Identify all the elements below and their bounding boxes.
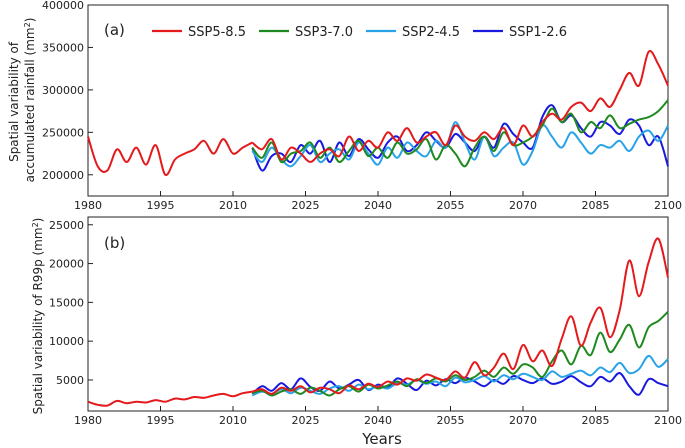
series-line-ssp5-8-5-panel-a (251, 50, 669, 163)
y-tick-label: 25000 (49, 219, 84, 232)
panel-a-ylabel-line2-suffix: ) (23, 18, 37, 23)
legend-label-ssp1-2-6: SSP1-2.6 (509, 25, 567, 40)
y-tick-label: 15000 (49, 296, 84, 309)
panel-a-ylabel: Spatial variability of accumulated rainf… (7, 18, 37, 183)
y-tick-label: 10000 (49, 335, 84, 348)
panel-a-ylabel-sup: 2 (23, 22, 32, 27)
y-tick-label: 5000 (56, 374, 84, 387)
series-line-ssp3-7-0-panel-b (252, 310, 669, 397)
panel-b-ylabel-suffix: ) (31, 218, 45, 223)
panel-a: 200000 250000 300000 350000 400000 1980 1995 2… (7, 0, 682, 212)
legend-label-ssp5-8-5: SSP5-8.5 (188, 25, 246, 40)
series-line-ssp1-2-6-panel-a (251, 104, 669, 172)
x-tick-label: 2085 (582, 199, 610, 212)
x-tick-label: 2100 (654, 199, 682, 212)
x-tick-label: 2010 (219, 199, 247, 212)
panel-b: 5000 10000 15000 20000 25000 1980 1995 2010 202… (31, 216, 682, 448)
panel-a-ylabel-line2: accumulated rainfall (mm2) (23, 18, 38, 183)
x-tick-label: 1980 (74, 414, 102, 427)
x-tick-label: 2025 (292, 414, 320, 427)
panel-a-frame (87, 4, 669, 197)
panel-a-ylabel-line1: Spatial variability of (7, 41, 21, 162)
legend: SSP5-8.5 SSP3-7.0 SSP2-4.5 SSP1-2.6 (152, 25, 567, 40)
series-line-ssp5-8-5-panel-b (252, 237, 669, 395)
x-tick-label: 2055 (437, 199, 465, 212)
panel-b-ylabel-sup: 2 (31, 222, 40, 227)
x-tick-label: 2070 (509, 414, 537, 427)
x-tick-label: 2085 (582, 414, 610, 427)
x-tick-label: 2010 (219, 414, 247, 427)
panel-b-xticks: 1980 1995 2010 2025 2040 2055 2070 2085 2100 (74, 406, 682, 427)
y-tick-label: 350000 (42, 41, 84, 54)
panel-a-series (87, 50, 669, 176)
x-tick-label: 2040 (364, 199, 392, 212)
x-tick-label: 2025 (292, 199, 320, 212)
panel-b-ylabel-prefix: Spatial variability of R99p (mm (31, 227, 45, 414)
panel-b-label: (b) (104, 234, 125, 252)
x-tick-label: 1995 (147, 199, 175, 212)
y-tick-label: 400000 (42, 0, 84, 12)
panel-b-yticks: 5000 10000 15000 20000 25000 (49, 219, 93, 387)
series-line-ssp3-7-0-panel-a (251, 99, 669, 168)
y-tick-label: 300000 (42, 84, 84, 97)
series-line-ssp2-4-5-panel-b (251, 354, 669, 397)
panel-a-ylabel-line2-prefix: accumulated rainfall (mm (23, 27, 37, 182)
series-line-historical-ssp5-8-5-panel-b (87, 390, 253, 407)
panel-b-series (87, 237, 669, 407)
x-axis-label: Years (361, 430, 402, 448)
x-tick-label: 1995 (147, 414, 175, 427)
x-tick-label: 1980 (74, 199, 102, 212)
panel-a-label: (a) (104, 21, 125, 39)
legend-label-ssp2-4-5: SSP2-4.5 (402, 25, 460, 40)
panel-a-xticks: 1980 1995 2010 2025 2040 2055 2070 2085 2100 (74, 191, 682, 212)
y-tick-label: 200000 (42, 169, 84, 182)
series-line-historical-ssp5-8-5-panel-a (87, 136, 253, 176)
x-tick-label: 2070 (509, 199, 537, 212)
panel-a-yticks: 200000 250000 300000 350000 400000 (42, 0, 93, 182)
x-tick-label: 2055 (437, 414, 465, 427)
x-tick-label: 2040 (364, 414, 392, 427)
y-tick-label: 250000 (42, 126, 84, 139)
y-tick-label: 20000 (49, 258, 84, 271)
legend-label-ssp3-7-0: SSP3-7.0 (295, 25, 353, 40)
x-tick-label: 2100 (654, 414, 682, 427)
panel-b-ylabel: Spatial variability of R99p (mm2) (31, 218, 46, 415)
